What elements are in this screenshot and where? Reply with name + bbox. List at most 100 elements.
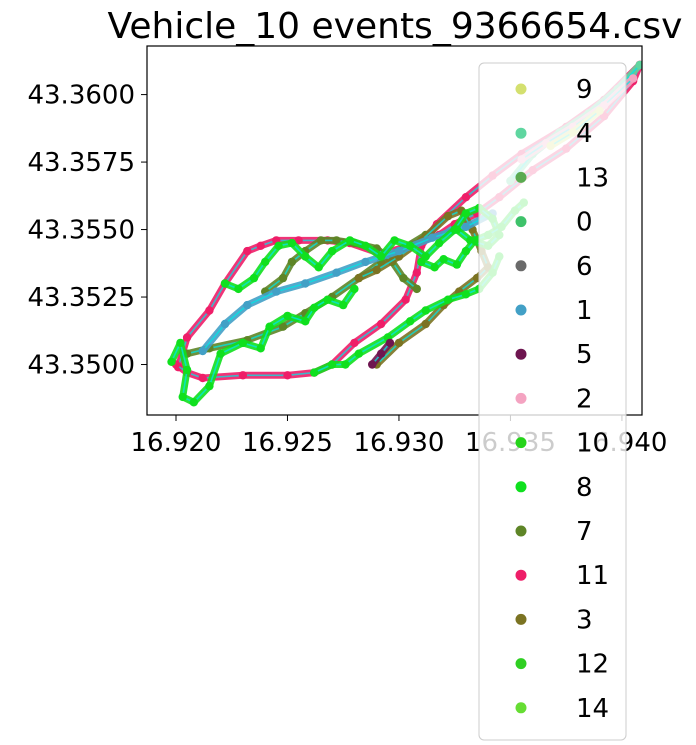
data-point (372, 265, 381, 275)
data-point (238, 338, 248, 348)
x-tick-label: 16.930 (353, 428, 444, 458)
legend-label: 5 (576, 340, 593, 370)
x-tick-label: 16.920 (130, 428, 221, 458)
legend-label: 3 (576, 605, 593, 635)
data-point (287, 257, 297, 267)
legend-marker (515, 392, 527, 404)
data-point (405, 241, 415, 250)
data-point (385, 338, 395, 348)
legend-marker (515, 127, 527, 139)
data-point (323, 295, 332, 304)
data-point (176, 338, 185, 348)
data-point (350, 338, 359, 348)
legend-label: 8 (576, 473, 593, 503)
y-tick-label: 43.3500 (27, 351, 135, 381)
legend-marker (515, 702, 527, 714)
data-point (287, 238, 297, 248)
data-point (443, 211, 453, 221)
data-point (401, 295, 410, 304)
data-point (198, 346, 207, 356)
data-point (327, 246, 337, 256)
data-point (205, 381, 214, 391)
data-point (261, 257, 270, 267)
data-point (461, 290, 471, 299)
data-point (439, 255, 448, 264)
legend-label: 6 (576, 252, 593, 282)
data-point (332, 236, 341, 245)
legend-label: 7 (576, 517, 593, 547)
data-point (301, 317, 310, 326)
data-point (272, 287, 281, 296)
legend-box (478, 62, 627, 741)
data-point (470, 236, 479, 245)
data-point (394, 246, 404, 256)
data-point (399, 273, 408, 283)
data-point (354, 349, 363, 358)
plot-area (146, 45, 643, 416)
data-point (314, 263, 323, 272)
data-point (283, 311, 292, 321)
data-point (178, 392, 187, 402)
data-point (361, 257, 370, 267)
legend-marker (515, 481, 527, 493)
legend: 9 4 13 0 6 1 5 2 10 8 7 11 3 12 14 (478, 62, 627, 741)
data-point (256, 344, 265, 353)
y-axis: 43.3500 43.3525 43.3550 43.3575 43.3600 (27, 81, 147, 381)
data-point (182, 333, 192, 342)
data-point (310, 303, 319, 312)
data-point (412, 284, 421, 294)
legend-marker (515, 216, 527, 228)
legend-marker (515, 525, 527, 537)
data-point (316, 236, 326, 245)
data-point (167, 357, 176, 366)
legend-marker (515, 658, 527, 670)
data-point (220, 279, 230, 288)
x-tick-label: 16.925 (242, 428, 333, 458)
data-point (332, 268, 341, 277)
data-point (341, 360, 350, 369)
data-point (339, 300, 348, 310)
legend-label: 9 (576, 75, 593, 105)
y-tick-label: 43.3525 (27, 283, 135, 313)
data-point (234, 284, 243, 294)
data-point (461, 246, 471, 256)
legend-label: 13 (576, 163, 609, 193)
data-point (198, 373, 207, 383)
legend-marker (515, 171, 527, 183)
data-point (390, 236, 399, 245)
data-point (294, 236, 303, 245)
data-point (635, 60, 642, 70)
data-point (301, 252, 310, 261)
data-point (220, 319, 230, 329)
data-point (256, 241, 265, 250)
data-point (405, 317, 415, 326)
data-point (421, 306, 430, 315)
data-point (310, 368, 319, 377)
data-point (428, 233, 437, 242)
data-point (189, 398, 198, 407)
data-point (249, 273, 259, 283)
legend-label: 1 (576, 296, 593, 326)
legend-marker (515, 348, 527, 360)
data-point (216, 349, 225, 358)
data-point (205, 306, 214, 315)
chart-title: Vehicle_10 events_9366654.csv (108, 6, 683, 47)
data-point (394, 338, 404, 348)
data-point (243, 246, 252, 256)
data-point (283, 371, 292, 380)
y-tick-label: 43.3575 (27, 148, 135, 178)
legend-marker (515, 83, 527, 95)
data-point (238, 371, 248, 380)
legend-marker (515, 260, 527, 272)
legend-label: 11 (576, 561, 609, 591)
y-tick-label: 43.3550 (27, 216, 135, 246)
legend-label: 2 (576, 384, 593, 414)
data-point (461, 209, 471, 218)
legend-marker (515, 613, 527, 625)
legend-label: 0 (576, 208, 593, 238)
data-point (350, 284, 359, 294)
data-point (354, 273, 363, 283)
legend-label: 14 (576, 694, 609, 724)
track-centerline (170, 288, 356, 404)
